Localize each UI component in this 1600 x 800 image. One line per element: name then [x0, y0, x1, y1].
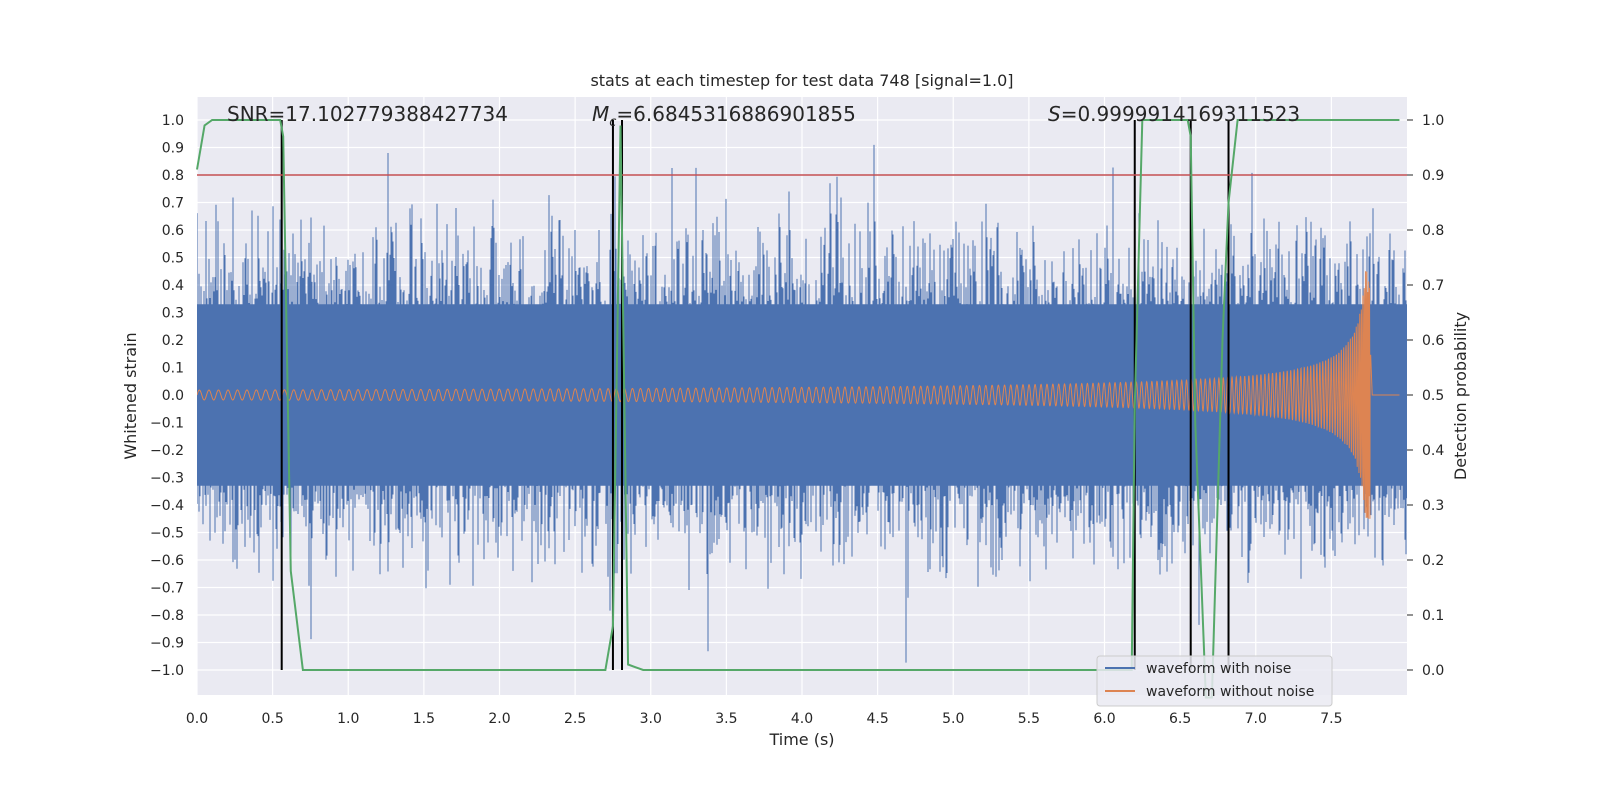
x-tick-label: 6.5 [1169, 711, 1191, 727]
y-tick-label-right: 0.5 [1422, 388, 1444, 404]
y-tick-label-left: 0.7 [162, 196, 184, 212]
y-tick-label-left: −0.4 [150, 498, 184, 514]
y-tick-label-left: 0.1 [162, 361, 184, 377]
s-annotation: S=0.9999914169311523 [1048, 102, 1300, 126]
y-tick-label-left: 0.9 [162, 141, 184, 157]
x-tick-label: 4.0 [791, 711, 813, 727]
x-tick-label: 3.0 [640, 711, 662, 727]
y-tick-label-right: 0.0 [1422, 663, 1444, 679]
chirp-mass-annotation: Mc=6.6845316886901855 [592, 102, 856, 130]
legend: waveform with noise waveform without noi… [1096, 655, 1333, 707]
snr-annotation: SNR=17.102779388427734 [227, 102, 508, 126]
legend-label-noise: waveform with noise [1146, 661, 1291, 677]
y-axis-label-right: Detection probability [1451, 312, 1470, 480]
x-tick-label: 1.5 [413, 711, 435, 727]
x-tick-label: 0.5 [261, 711, 283, 727]
x-tick-label: 1.0 [337, 711, 359, 727]
y-tick-label-left: 0.6 [162, 223, 184, 239]
x-tick-label: 0.0 [186, 711, 208, 727]
x-axis-label: Time (s) [768, 730, 834, 749]
clean-line [197, 271, 1400, 519]
y-axis-label-left: Whitened strain [121, 332, 140, 459]
x-tick-label: 5.0 [942, 711, 964, 727]
x-tick-label: 4.5 [866, 711, 888, 727]
ticks: 0.0 0.5 1.0 1.5 2.0 2.5 3.0 3.5 4.0 4.5 5.0 5.5 6.0 6… [150, 113, 1444, 727]
x-tick-label: 6.0 [1093, 711, 1115, 727]
y-tick-label-left: 0.3 [162, 306, 184, 322]
y-tick-label-left: 0.8 [162, 168, 184, 184]
y-tick-label-right: 0.4 [1422, 443, 1444, 459]
y-tick-label-left: −0.9 [150, 636, 184, 652]
y-tick-label-left: −0.6 [150, 553, 184, 569]
x-tick-label: 2.0 [488, 711, 510, 727]
y-tick-label-left: 1.0 [162, 113, 184, 129]
series-waveform-without-noise [197, 271, 1400, 519]
y-tick-label-right: 0.3 [1422, 498, 1444, 514]
y-tick-label-right: 0.2 [1422, 553, 1444, 569]
y-tick-label-left: −0.7 [150, 581, 184, 597]
y-tick-label-left: 0.4 [162, 278, 184, 294]
chart-title: stats at each timestep for test data 748… [590, 71, 1013, 90]
y-tick-label-left: 0.2 [162, 333, 184, 349]
y-tick-label-left: −0.3 [150, 471, 184, 487]
y-tick-label-left: −0.5 [150, 526, 184, 542]
y-tick-label-right: 0.1 [1422, 608, 1444, 624]
x-tick-label: 2.5 [564, 711, 586, 727]
y-tick-label-left: 0.5 [162, 251, 184, 267]
legend-box [1096, 655, 1333, 707]
series-waveform-with-noise [197, 144, 1407, 663]
y-tick-label-left: −0.8 [150, 608, 184, 624]
y-tick-label-right: 0.6 [1422, 333, 1444, 349]
x-tick-label: 5.5 [1018, 711, 1040, 727]
y-tick-label-left: −0.2 [150, 443, 184, 459]
y-tick-label-left: −1.0 [150, 663, 184, 679]
x-tick-label: 7.0 [1245, 711, 1267, 727]
y-tick-label-right: 1.0 [1422, 113, 1444, 129]
y-tick-label-left: −0.1 [150, 416, 184, 432]
y-tick-label-right: 0.9 [1422, 168, 1444, 184]
y-tick-label-left: 0.0 [162, 388, 184, 404]
y-tick-label-right: 0.7 [1422, 278, 1444, 294]
y-tick-label-right: 0.8 [1422, 223, 1444, 239]
x-tick-label: 7.5 [1320, 711, 1342, 727]
legend-label-clean: waveform without noise [1146, 684, 1314, 700]
x-tick-label: 3.5 [715, 711, 737, 727]
